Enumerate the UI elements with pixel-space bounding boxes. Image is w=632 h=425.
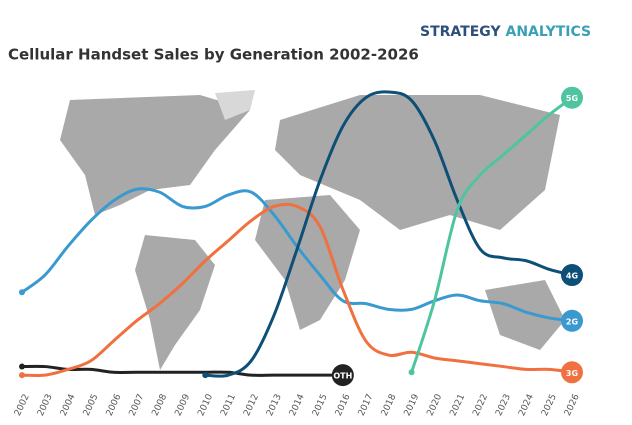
series-label-badge [561, 361, 583, 384]
line-start [408, 369, 415, 376]
x-tick-label: 2009 [173, 392, 192, 417]
x-tick-label: 2025 [540, 393, 559, 418]
x-tick-label: 2023 [494, 393, 513, 418]
x-tick-label: 2013 [265, 393, 284, 418]
x-tick-label: 2020 [426, 392, 445, 417]
line-start [19, 363, 25, 370]
brand: STRATEGY ANALYTICS [420, 24, 591, 40]
x-tick-label: 2008 [151, 392, 170, 417]
series-label-badge [561, 309, 583, 332]
series-line [410, 96, 573, 373]
x-tick-label: 2022 [471, 393, 490, 418]
x-tick-label: 2017 [357, 393, 376, 418]
series-label-badge [561, 86, 583, 109]
x-tick-label: 2006 [105, 392, 124, 417]
chart-title: Cellular Handset Sales by Generation 200… [8, 46, 419, 64]
x-tick-label: 2014 [288, 392, 307, 417]
series-line [21, 202, 573, 378]
x-tick-label: 2016 [334, 392, 353, 417]
x-tick-label: 2026 [563, 392, 582, 417]
legend-label: 2G [566, 317, 578, 326]
x-tick-label: 2011 [219, 393, 238, 418]
legend-label: OTH [333, 372, 352, 381]
x-tick-label: 2012 [242, 393, 261, 418]
x-tick-label: 2021 [448, 393, 467, 418]
x-tick-label: 2010 [196, 392, 215, 417]
series-line [205, 90, 573, 378]
series-label-badge [331, 364, 354, 387]
x-tick-label: 2003 [36, 393, 55, 418]
x-tick-label: 2015 [311, 393, 330, 418]
x-tick-label: 2007 [128, 393, 147, 418]
series-line [21, 364, 343, 377]
series-label-badge [561, 264, 583, 287]
brand-part: STRATEGY [420, 24, 501, 40]
x-tick-label: 2004 [59, 392, 78, 417]
x-tick-label: 2024 [517, 392, 536, 417]
legend-label: 4G [566, 272, 578, 281]
world-map [60, 90, 565, 370]
line-start [202, 372, 209, 379]
x-tick-label: 2002 [13, 393, 32, 418]
x-tick-label: 2019 [403, 392, 422, 417]
line-start [19, 372, 25, 379]
legend-label: 5G [566, 94, 578, 103]
brand-part: ANALYTICS [505, 24, 591, 40]
x-tick-label: 2018 [380, 392, 399, 417]
legend-label: 3G [566, 369, 578, 378]
x-tick-label: 2005 [82, 393, 101, 418]
line-start [19, 289, 25, 296]
